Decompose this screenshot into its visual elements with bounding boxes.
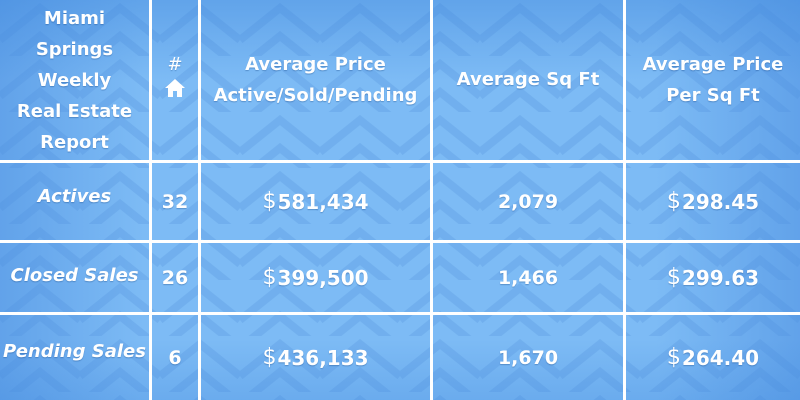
price-per-sqft-actives: $298.45 bbox=[626, 163, 800, 243]
avg-sqft-closed-sales: 1,466 bbox=[433, 243, 626, 315]
avg-price-per-sqft-header: Average Price Per Sq Ft bbox=[626, 0, 800, 163]
price-per-sqft-value: 299.63 bbox=[681, 265, 760, 290]
home-icon bbox=[165, 79, 185, 97]
report-title: Miami Springs Weekly Real Estate Report bbox=[17, 3, 132, 158]
count-pending-sales: 6 bbox=[152, 315, 201, 400]
row-label-pending-sales: Pending Sales bbox=[0, 315, 152, 400]
avg-price-value: 581,434 bbox=[277, 189, 369, 214]
row-label-closed-sales: Closed Sales bbox=[0, 243, 152, 315]
report-title-line: Real Estate bbox=[16, 100, 133, 122]
avg-sqft-header: Average Sq Ft bbox=[433, 0, 626, 163]
report-title-line: Weekly bbox=[37, 69, 112, 91]
avg-sqft-header-label: Average Sq Ft bbox=[456, 68, 600, 90]
currency-symbol: $ bbox=[666, 265, 681, 290]
currency-symbol: $ bbox=[666, 345, 681, 370]
count-closed-sales: 26 bbox=[152, 243, 201, 315]
avg-price-header-line: Active/Sold/Pending bbox=[213, 85, 418, 106]
row-label-actives: Actives bbox=[0, 163, 152, 243]
count-actives: 32 bbox=[152, 163, 201, 243]
currency-symbol: $ bbox=[262, 189, 277, 214]
price-per-sqft-closed-sales: $299.63 bbox=[626, 243, 800, 315]
avg-price-per-sqft-header-line: Per Sq Ft bbox=[666, 85, 760, 106]
avg-price-per-sqft-header-line: Average Price bbox=[642, 54, 784, 75]
avg-price-actives: $581,434 bbox=[201, 163, 433, 243]
avg-price-header-line: Average Price bbox=[245, 54, 386, 75]
currency-symbol: $ bbox=[262, 345, 277, 370]
avg-sqft-pending-sales: 1,670 bbox=[433, 315, 626, 400]
avg-price-value: 436,133 bbox=[277, 345, 369, 370]
avg-price-header: Average Price Active/Sold/Pending bbox=[201, 0, 433, 163]
report-title-line: Miami bbox=[43, 7, 106, 29]
report-title-line: Springs bbox=[35, 38, 114, 60]
price-per-sqft-value: 298.45 bbox=[681, 189, 760, 214]
count-header-label: # bbox=[167, 54, 183, 75]
report-title-line: Report bbox=[40, 131, 109, 153]
report-title-cell: Miami Springs Weekly Real Estate Report bbox=[0, 0, 152, 163]
price-per-sqft-pending-sales: $264.40 bbox=[626, 315, 800, 400]
currency-symbol: $ bbox=[666, 189, 681, 214]
count-header-cell: # bbox=[152, 0, 201, 163]
avg-price-pending-sales: $436,133 bbox=[201, 315, 433, 400]
price-per-sqft-value: 264.40 bbox=[681, 345, 760, 370]
currency-symbol: $ bbox=[262, 265, 277, 290]
avg-price-value: 399,500 bbox=[277, 265, 369, 290]
avg-sqft-actives: 2,079 bbox=[433, 163, 626, 243]
avg-price-closed-sales: $399,500 bbox=[201, 243, 433, 315]
